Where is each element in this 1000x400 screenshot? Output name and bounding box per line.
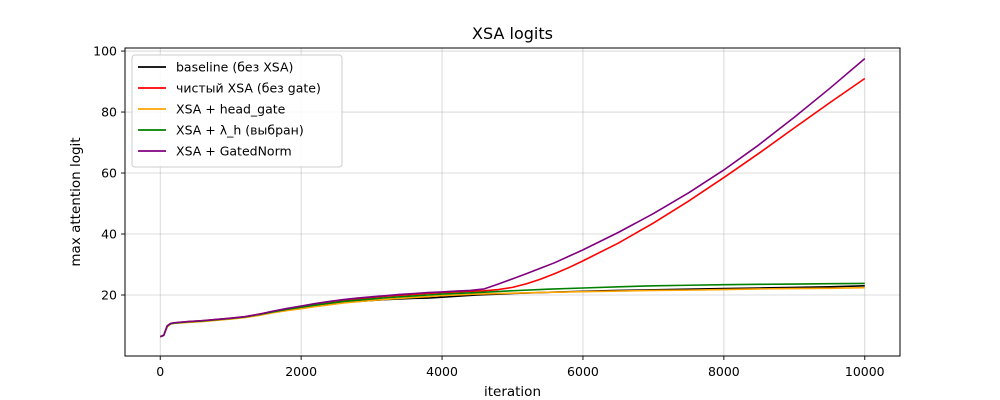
x-tick-label: 6000: [567, 364, 599, 379]
legend-label: XSA + λ_h (выбран): [176, 123, 304, 138]
legend-label: чистый XSA (без gate): [176, 81, 321, 96]
plot-frame: [124, 47, 901, 357]
y-tick-label: 20: [101, 288, 117, 303]
y-tick-label: 100: [93, 44, 117, 59]
legend-label: baseline (без XSA): [176, 60, 293, 75]
legend-label: XSA + head_gate: [176, 102, 286, 117]
legend-label: XSA + GatedNorm: [176, 144, 292, 159]
series-lines: [159, 58, 866, 338]
y-tick-label: 80: [101, 105, 117, 120]
x-tick-label: 8000: [708, 364, 740, 379]
x-tick-label: 4000: [426, 364, 458, 379]
chart-title: XSA logits: [472, 24, 553, 43]
x-tick-label: 10000: [845, 364, 885, 379]
axis-ticks: 0 2000 4000 6000 8000 10000 20 40 60 80 100: [93, 44, 885, 379]
x-tick-label: 2000: [285, 364, 317, 379]
y-tick-label: 60: [101, 166, 117, 181]
y-tick-label: 40: [101, 227, 117, 242]
grid: [125, 48, 900, 356]
legend-box: [131, 54, 343, 168]
x-axis-label: iteration: [484, 384, 541, 400]
y-axis-label: max attention logit: [68, 137, 84, 266]
series-line-4: [159, 58, 866, 338]
x-tick-label: 0: [156, 364, 164, 379]
legend: baseline (без XSA) чистый XSA (без gate) X…: [131, 54, 343, 168]
